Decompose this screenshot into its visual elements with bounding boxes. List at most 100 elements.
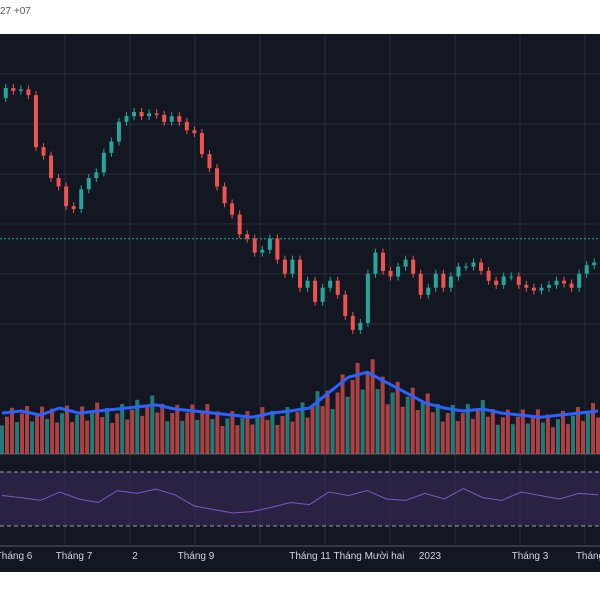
volume-bar	[200, 411, 205, 454]
volume-bar	[415, 409, 420, 454]
candle-body	[49, 155, 54, 179]
candle-body	[577, 273, 582, 288]
candle-body	[562, 280, 567, 284]
volume-bar	[35, 414, 40, 454]
volume-bar	[440, 421, 445, 454]
volume-bar	[320, 406, 325, 454]
candle-body	[328, 280, 333, 288]
volume-bar	[425, 393, 430, 454]
candle-body	[335, 280, 340, 295]
volume-bar	[390, 392, 395, 454]
volume-bar	[470, 418, 475, 454]
volume-bar	[20, 413, 25, 454]
candle-body	[132, 111, 137, 117]
volume-bar	[170, 412, 175, 454]
volume-bar	[510, 424, 515, 454]
volume-bar	[495, 424, 500, 454]
volume-bar	[535, 409, 540, 454]
volume-bar	[100, 417, 105, 454]
candle-body	[18, 89, 23, 91]
candle-body	[298, 259, 302, 288]
volume-bar	[190, 404, 195, 454]
volume-bar	[350, 379, 355, 454]
volume-bar	[315, 391, 320, 454]
volume-bar	[115, 413, 120, 454]
volume-bar	[570, 415, 575, 454]
time-axis-label: Tháng 11	[289, 551, 331, 562]
volume-bar	[285, 407, 290, 454]
candle-body	[365, 273, 370, 323]
candle-body	[41, 147, 46, 156]
candle-body	[516, 276, 521, 285]
volume-bar	[130, 409, 135, 454]
volume-bar	[30, 421, 35, 454]
volume-bar	[215, 411, 220, 454]
candle-body	[86, 178, 91, 190]
volume-bar	[435, 403, 440, 454]
candle-body	[546, 284, 551, 288]
candle-body	[554, 280, 559, 285]
volume-bar	[185, 412, 190, 454]
volume-bar	[270, 410, 275, 454]
candle-body	[101, 152, 106, 173]
volume-bar	[205, 404, 210, 454]
volume-bar	[295, 412, 300, 454]
volume-bar	[245, 411, 250, 454]
candle-body	[154, 113, 159, 115]
volume-bar	[60, 413, 65, 454]
candle-body	[252, 238, 257, 253]
candle-body	[463, 266, 468, 268]
time-axis-label: Tháng 3	[512, 551, 549, 562]
candle-body	[486, 270, 491, 281]
volume-bar	[50, 408, 55, 454]
oscillator-band	[0, 472, 600, 526]
volume-bar	[165, 421, 170, 454]
candle-body	[584, 265, 589, 274]
volume-bar	[530, 416, 535, 454]
chart-footer	[0, 572, 600, 600]
timezone-label: 27 +07	[0, 6, 31, 17]
volume-bar	[300, 402, 305, 454]
volume-bar	[400, 406, 405, 454]
candle-body	[350, 315, 355, 330]
price-pane	[0, 84, 600, 334]
candle-body	[192, 130, 197, 134]
volume-bar	[370, 359, 375, 454]
time-axis-label: 2023	[419, 551, 442, 562]
volume-bar	[180, 420, 185, 454]
candle-body	[139, 111, 144, 117]
candle-body	[313, 280, 318, 302]
candle-body	[494, 280, 499, 285]
candle-body	[396, 266, 401, 277]
volume-bar	[120, 403, 125, 454]
volume-bar	[55, 422, 60, 454]
volume-bar	[596, 417, 600, 454]
volume-bar	[575, 407, 580, 454]
volume-bar	[145, 405, 150, 454]
candle-body	[433, 273, 438, 288]
candle-body	[124, 116, 129, 122]
volume-bar	[260, 407, 265, 454]
volume-bar	[500, 417, 505, 454]
candle-body	[109, 141, 114, 153]
volume-bar	[90, 411, 95, 454]
volume-bar	[325, 390, 330, 454]
volume-bar	[450, 404, 455, 454]
volume-bar	[455, 421, 460, 454]
candle-body	[509, 276, 514, 278]
volume-bar	[135, 399, 140, 454]
volume-bar	[565, 424, 570, 454]
volume-bar	[220, 426, 225, 454]
candle-body	[222, 186, 227, 204]
time-axis-label: Tháng 6	[0, 551, 33, 562]
candle-body	[267, 238, 272, 250]
candle-body	[501, 276, 506, 285]
candle-body	[245, 234, 250, 239]
volume-bar	[0, 425, 4, 454]
candle-body	[275, 238, 280, 260]
volume-bar	[430, 412, 435, 454]
candle-body	[358, 322, 363, 330]
